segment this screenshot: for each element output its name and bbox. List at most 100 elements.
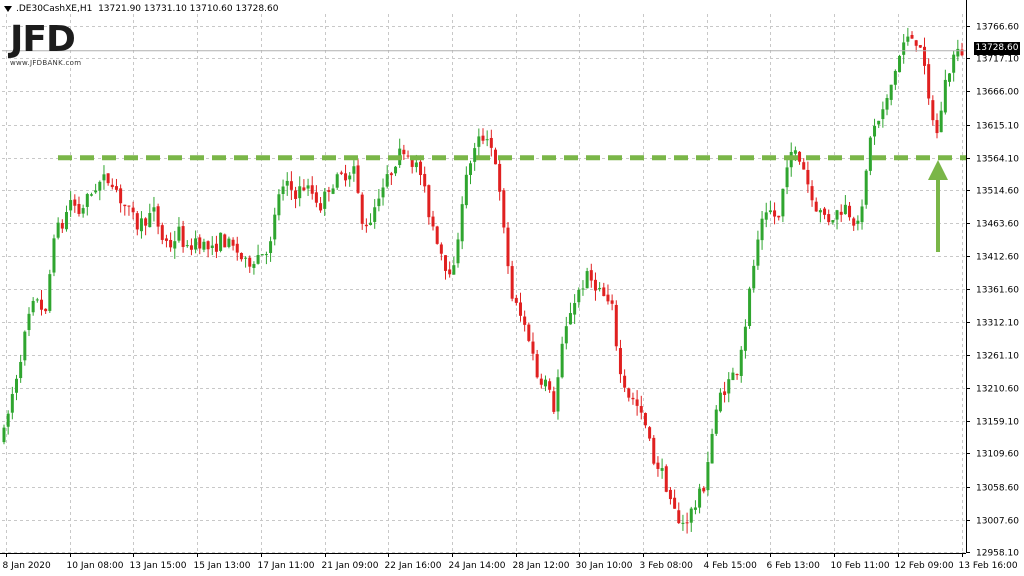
candle-body (244, 257, 248, 259)
candle-body (160, 225, 164, 240)
candle-body (793, 150, 797, 154)
candle-body (210, 245, 214, 248)
candle-body (344, 173, 348, 181)
candle-body (806, 169, 810, 185)
candle-body (127, 205, 131, 207)
candle-body (614, 304, 618, 347)
candle-body (527, 324, 531, 341)
candle-body (394, 166, 398, 174)
candle-body (673, 497, 677, 509)
candle-body (735, 374, 739, 376)
candle-body (593, 279, 597, 291)
candle-body (814, 201, 818, 212)
candle-body (2, 427, 6, 443)
candle-body (723, 391, 727, 395)
candle-body (81, 208, 85, 214)
candle-body (935, 120, 939, 134)
candle-body (77, 204, 81, 214)
chart-header: .DE30CashXE,H1 13721.90 13731.10 13710.6… (4, 4, 278, 14)
candle-body (493, 149, 497, 165)
candle-body (94, 190, 98, 193)
candle-body (564, 326, 568, 344)
candle-body (885, 98, 889, 110)
current-price-tag: 13728.60 (974, 42, 1020, 55)
y-tick-label: 13058.60 (976, 484, 1019, 494)
candle-body (14, 378, 18, 393)
candle-body (535, 354, 539, 378)
candle-body (531, 341, 535, 354)
x-tick-label: 30 Jan 10:00 (576, 561, 633, 571)
candle-body (44, 308, 48, 312)
candle-body (702, 487, 706, 492)
candle-body (114, 186, 118, 190)
candle-body (714, 409, 718, 434)
y-tick-label: 13717.10 (976, 55, 1019, 65)
candle-body (914, 40, 918, 46)
candle-body (298, 186, 302, 199)
candle-body (660, 468, 664, 471)
candle-body (835, 210, 839, 220)
candle-body (89, 194, 93, 196)
y-tick-label: 13210.60 (976, 385, 1019, 395)
candle-body (348, 175, 352, 180)
logo-mark: JFD (10, 19, 76, 60)
candle-body (231, 239, 235, 246)
candle-body (510, 266, 514, 299)
candle-body (23, 331, 27, 361)
candle-body (452, 265, 456, 275)
candle-body (273, 214, 277, 240)
candle-body (264, 254, 268, 256)
candle-body (139, 218, 143, 232)
candle-body (518, 302, 522, 316)
candle-body (256, 255, 260, 264)
candle-body (898, 55, 902, 73)
candle-body (339, 172, 343, 174)
candle-body (410, 158, 414, 167)
candle-body (848, 205, 852, 218)
candle-body (10, 394, 14, 413)
candle-body (369, 222, 373, 225)
candle-body (327, 190, 331, 192)
candle-body (27, 313, 31, 331)
candle-body (631, 397, 635, 400)
candle-body (756, 239, 760, 266)
candle-body (581, 288, 585, 290)
candle-body (248, 257, 252, 267)
candle-body (752, 265, 756, 289)
candle-body (677, 510, 681, 524)
y-tick-label: 13514.60 (976, 187, 1019, 197)
candle-body (123, 204, 127, 207)
y-tick-label: 13666.00 (976, 88, 1019, 98)
candle-body (635, 399, 639, 406)
y-tick-label: 13564.10 (976, 155, 1019, 165)
candle-body (698, 488, 702, 508)
x-tick-label: 12 Feb 09:00 (895, 561, 954, 571)
candle-body (748, 288, 752, 326)
candle-body (106, 173, 110, 184)
candle-body (19, 361, 23, 379)
candle-body (552, 391, 556, 412)
candle-body (706, 462, 710, 491)
candle-body (610, 300, 614, 304)
x-tick-label: 3 Feb 08:00 (640, 561, 694, 571)
x-tick-label: 22 Jan 16:00 (385, 561, 442, 571)
candle-body (235, 243, 239, 253)
x-tick-label: 10 Feb 11:00 (831, 561, 890, 571)
candle-body (943, 79, 947, 113)
candle-body (656, 462, 660, 469)
candle-body (477, 136, 481, 147)
candle-body (927, 64, 931, 99)
candle-body (381, 187, 385, 198)
candle-body (827, 214, 831, 223)
candle-body (727, 379, 731, 394)
candle-body (868, 137, 872, 171)
candle-body (948, 73, 952, 82)
candle-body (60, 223, 64, 229)
menu-triangle-icon[interactable] (4, 5, 12, 12)
jfd-logo: JFD www.JFDBANK.com (10, 19, 81, 68)
candle-body (56, 222, 60, 238)
candle-body (85, 194, 89, 207)
candlesticks (2, 27, 964, 534)
